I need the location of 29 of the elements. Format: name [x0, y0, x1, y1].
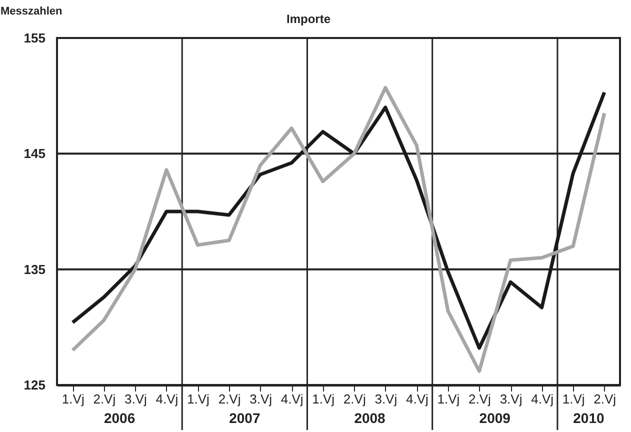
x-tick-label: 1.Vj: [312, 392, 335, 406]
y-tick-label: 155: [24, 30, 46, 46]
y-tick-label: 145: [24, 146, 46, 162]
y-axis-title: Messzahlen: [0, 6, 63, 18]
x-tick-label: 4.Vj: [156, 392, 178, 406]
text: 2009: [479, 410, 511, 426]
text: 2008: [354, 410, 386, 426]
x-tick-label: 4.Vj: [531, 392, 554, 406]
text: 2007: [229, 410, 260, 426]
x-tick-label: 1.Vj: [437, 392, 460, 406]
x-tick-label: 1.Vj: [62, 392, 84, 406]
x-tick-label: 3.Vj: [500, 392, 522, 406]
text: 2006: [104, 410, 136, 426]
x-tick-label: 3.Vj: [374, 392, 398, 406]
x-tick-label: 2.Vj: [93, 392, 116, 406]
x-tick-label: 3.Vj: [250, 392, 272, 406]
x-tick-label: 2.Vj: [343, 392, 366, 406]
x-tick-label: 3.Vj: [124, 392, 148, 406]
x-tick-label: 2.Vj: [218, 392, 241, 406]
x-tick-label: 1.Vj: [562, 392, 585, 406]
x-tick-label: 4.Vj: [406, 392, 429, 406]
x-tick-label: 2.Vj: [594, 392, 616, 406]
y-tick-label: 125: [24, 378, 46, 392]
x-tick-label: 4.Vj: [280, 392, 304, 406]
text: 2010: [573, 410, 605, 426]
x-tick-label: 2.Vj: [468, 392, 492, 406]
y-tick-label: 135: [24, 262, 46, 277]
x-tick-label: 1.Vj: [187, 392, 210, 406]
chart-title: Importe: [286, 12, 331, 26]
